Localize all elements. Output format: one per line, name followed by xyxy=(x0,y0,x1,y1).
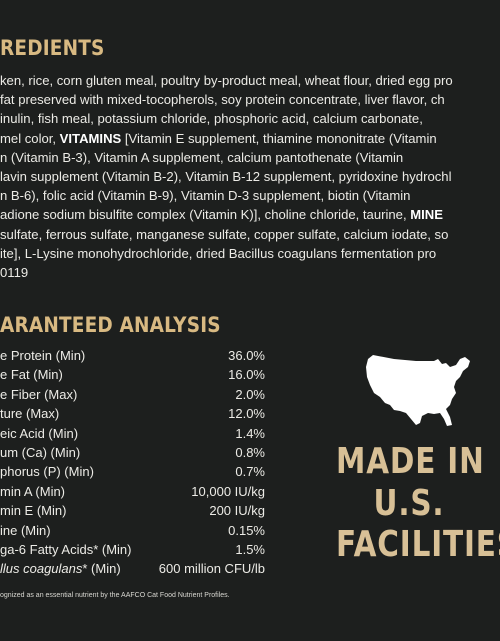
made-in-line-2: U.S. xyxy=(373,483,445,524)
analysis-value: 600 million CFU/lb xyxy=(158,561,265,577)
analysis-row: min E (Min) 200 IU/kg xyxy=(0,503,272,523)
ingredient-bold-text: VITAMINS xyxy=(59,130,122,146)
ingredient-line: lavin supplement (Vitamin B-2), Vitamin … xyxy=(0,167,451,186)
analysis-label: eic Acid (Min) xyxy=(0,426,78,441)
ingredient-line: mel color, VITAMINS [Vitamin E supplemen… xyxy=(0,129,437,148)
analysis-row: um (Ca) (Min) 0.8% xyxy=(0,445,272,465)
ingredient-bold-text: MINE xyxy=(410,207,443,223)
analysis-value: 2.0% xyxy=(235,386,265,402)
analysis-label: ga-6 Fatty Acids* (Min) xyxy=(0,542,132,557)
ingredient-line: sulfate, ferrous sulfate, manganese sulf… xyxy=(0,225,448,244)
analysis-label-rest: * (Min) xyxy=(82,561,121,577)
analysis-label: e Protein (Min) xyxy=(0,348,85,363)
analysis-row: ga-6 Fatty Acids* (Min) 1.5% xyxy=(0,542,272,562)
analysis-label-text: um (Ca) (Min) xyxy=(0,445,81,460)
analysis-label: llus coagulans* (Min) xyxy=(0,561,121,576)
analysis-row: e Protein (Min) 36.0% xyxy=(0,348,272,368)
ingredient-text: n (Vitamin B-3), Vitamin A supplement, c… xyxy=(0,149,404,165)
analysis-label-text: e Fiber (Max) xyxy=(0,386,78,402)
analysis-label-text: e Fat (Min) xyxy=(0,367,63,383)
analysis-row: ine (Min) 0.15% xyxy=(0,523,272,543)
ingredient-line: adione sodium bisulfite complex (Vitamin… xyxy=(0,205,443,224)
analysis-value: 1.4% xyxy=(235,425,265,441)
analysis-label: ture (Max) xyxy=(0,406,59,421)
ingredient-text: fat preserved with mixed-tocopherols, so… xyxy=(0,92,445,108)
ingredient-text: n B-6), folic acid (Vitamin B-9), Vitami… xyxy=(0,188,411,204)
ingredient-line: n B-6), folic acid (Vitamin B-9), Vitami… xyxy=(0,186,410,205)
ingredient-line: ite], L-Lysine monohydrochloride, dried … xyxy=(0,244,436,263)
guaranteed-analysis-heading: ARANTEED ANALYSIS xyxy=(0,313,221,337)
ingredient-text: lavin supplement (Vitamin B-2), Vitamin … xyxy=(0,169,452,184)
analysis-label: min E (Min) xyxy=(0,503,66,518)
analysis-label-text: min A (Min) xyxy=(0,483,66,499)
made-in-line-3: FACILITIES xyxy=(336,524,500,565)
ingredient-text: mel color, xyxy=(0,130,60,146)
analysis-value: 0.7% xyxy=(235,464,265,480)
ingredient-line: 0119 xyxy=(0,263,28,282)
analysis-row: e Fat (Min) 16.0% xyxy=(0,367,272,387)
analysis-row: phorus (P) (Min) 0.7% xyxy=(0,464,272,484)
analysis-label: min A (Min) xyxy=(0,484,65,499)
ingredient-text: ite], L-Lysine monohydrochloride, dried … xyxy=(0,245,437,261)
analysis-row: ture (Max) 12.0% xyxy=(0,406,272,426)
usa-map-icon xyxy=(366,355,470,426)
analysis-value: 10,000 IU/kg xyxy=(191,483,265,499)
analysis-value: 0.15% xyxy=(228,522,265,538)
analysis-label-italic: llus coagulans xyxy=(0,561,83,577)
analysis-label: ine (Min) xyxy=(0,523,51,538)
ingredient-text: inulin, fish meal, potassium chloride, p… xyxy=(0,111,423,127)
analysis-value: 36.0% xyxy=(228,348,265,363)
analysis-row: min A (Min) 10,000 IU/kg xyxy=(0,484,272,504)
analysis-label: e Fat (Min) xyxy=(0,367,63,382)
analysis-row: e Fiber (Max) 2.0% xyxy=(0,387,272,407)
analysis-label-text: ine (Min) xyxy=(0,522,51,538)
analysis-label: um (Ca) (Min) xyxy=(0,445,80,460)
analysis-label-text: eic Acid (Min) xyxy=(0,425,79,441)
ingredient-text: [Vitamin E supplement, thiamine mononitr… xyxy=(121,130,437,146)
analysis-label-text: min E (Min) xyxy=(0,503,67,519)
analysis-label-text: phorus (P) (Min) xyxy=(0,464,94,480)
made-in-line-1: MADE IN xyxy=(336,441,485,482)
analysis-label-text: e Protein (Min) xyxy=(0,348,86,363)
analysis-row: eic Acid (Min) 1.4% xyxy=(0,426,272,446)
ingredient-text: 0119 xyxy=(0,265,29,280)
ingredient-line: n (Vitamin B-3), Vitamin A supplement, c… xyxy=(0,148,403,167)
ingredient-text: ken, rice, corn gluten meal, poultry by-… xyxy=(0,73,453,88)
ingredient-text: adione sodium bisulfite complex (Vitamin… xyxy=(0,207,411,223)
analysis-label-text: ga-6 Fatty Acids* (Min) xyxy=(0,542,132,557)
analysis-value: 200 IU/kg xyxy=(209,503,265,519)
analysis-row: llus coagulans* (Min) 600 million CFU/lb xyxy=(0,561,272,581)
ingredient-line: fat preserved with mixed-tocopherols, so… xyxy=(0,90,445,109)
analysis-value: 12.0% xyxy=(228,406,265,422)
ingredients-heading: REDIENTS xyxy=(0,36,105,60)
footnote: ognized as an essential nutrient by the … xyxy=(0,592,230,599)
ingredient-line: inulin, fish meal, potassium chloride, p… xyxy=(0,109,423,128)
analysis-label: phorus (P) (Min) xyxy=(0,464,94,479)
ingredient-text: sulfate, ferrous sulfate, manganese sulf… xyxy=(0,226,449,242)
analysis-value: 1.5% xyxy=(235,542,265,557)
analysis-value: 0.8% xyxy=(235,445,265,460)
ingredient-line: ken, rice, corn gluten meal, poultry by-… xyxy=(0,71,453,90)
analysis-value: 16.0% xyxy=(228,367,265,383)
analysis-label-text: ture (Max) xyxy=(0,406,60,422)
analysis-label: e Fiber (Max) xyxy=(0,387,77,402)
